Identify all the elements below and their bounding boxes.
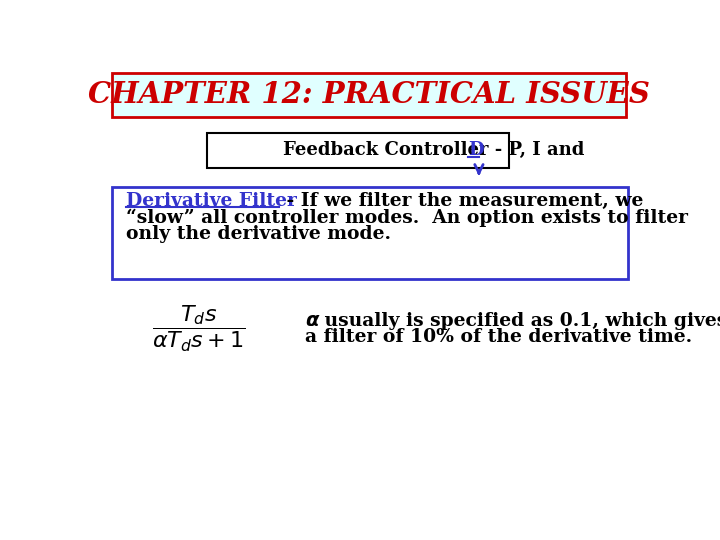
Text: Feedback Controller - P, I and: Feedback Controller - P, I and: [282, 141, 590, 159]
Text: - If we filter the measurement, we: - If we filter the measurement, we: [280, 192, 643, 210]
Text: a filter of 10% of the derivative time.: a filter of 10% of the derivative time.: [305, 328, 692, 346]
Text: usually is specified as 0.1, which gives: usually is specified as 0.1, which gives: [318, 312, 720, 329]
Text: “slow” all controller modes.  An option exists to filter: “slow” all controller modes. An option e…: [126, 208, 688, 227]
FancyBboxPatch shape: [112, 187, 629, 279]
FancyBboxPatch shape: [207, 133, 508, 168]
Text: $\boldsymbol{\alpha}$: $\boldsymbol{\alpha}$: [305, 311, 320, 330]
FancyBboxPatch shape: [112, 73, 626, 117]
Text: CHAPTER 12: PRACTICAL ISSUES: CHAPTER 12: PRACTICAL ISSUES: [88, 80, 650, 109]
Text: only the derivative mode.: only the derivative mode.: [126, 225, 391, 244]
Text: D: D: [468, 141, 484, 159]
Text: $\dfrac{T_d s}{\alpha T_d s + 1}$: $\dfrac{T_d s}{\alpha T_d s + 1}$: [152, 304, 246, 354]
Text: Derivative Filter: Derivative Filter: [126, 192, 297, 210]
